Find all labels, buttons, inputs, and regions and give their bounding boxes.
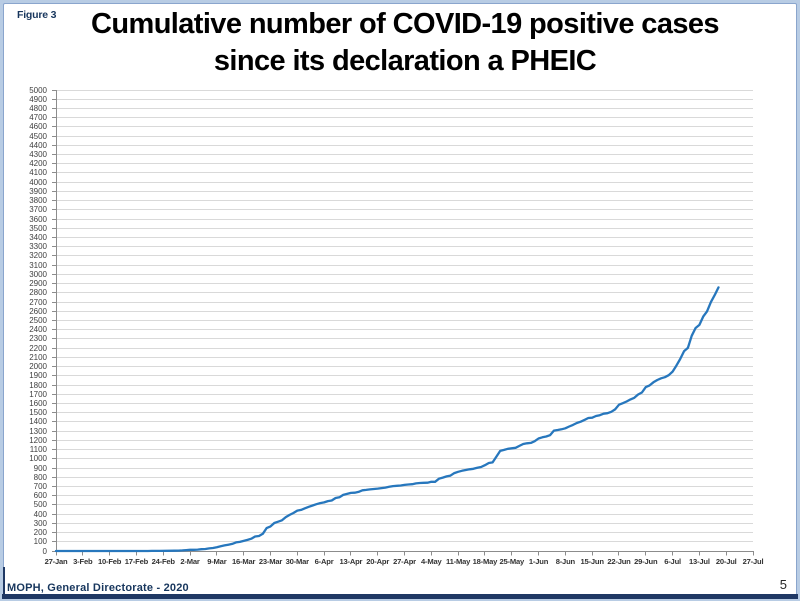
data-line-cumulative-cases bbox=[54, 286, 720, 553]
page-number: 5 bbox=[779, 577, 787, 592]
footer-source: MOPH, General Directorate - 2020 bbox=[7, 582, 189, 594]
footer-left-edge bbox=[3, 567, 5, 599]
chart-title: Cumulative number of COVID-19 positive c… bbox=[40, 6, 770, 80]
footer-divider bbox=[2, 594, 798, 599]
figure-label: Figure 3 bbox=[17, 9, 57, 21]
chart-title-line2: since its declaration a PHEIC bbox=[213, 45, 597, 77]
chart-svg bbox=[52, 90, 754, 556]
slide-frame bbox=[3, 3, 797, 598]
chart-title-line1: Cumulative number of COVID-19 positive c… bbox=[91, 8, 720, 40]
